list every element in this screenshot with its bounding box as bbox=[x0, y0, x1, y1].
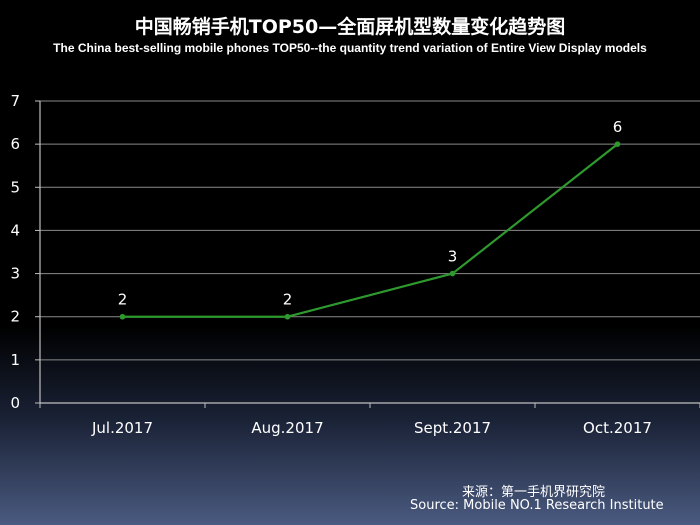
y-tick-label: 6 bbox=[10, 135, 20, 153]
data-label: 2 bbox=[283, 291, 293, 309]
data-labels: 2 2 3 6 bbox=[118, 118, 623, 309]
y-tick-label: 0 bbox=[10, 394, 20, 412]
data-label: 6 bbox=[613, 118, 623, 136]
y-tick-label: 4 bbox=[10, 221, 20, 239]
series-line-path bbox=[122, 143, 619, 318]
x-tick-label: Jul.2017 bbox=[91, 419, 153, 437]
x-tick-label: Sept.2017 bbox=[414, 419, 491, 437]
chart-subtitle: The China best-selling mobile phones TOP… bbox=[53, 41, 647, 55]
data-point bbox=[614, 141, 621, 147]
y-tick-label: 5 bbox=[10, 178, 20, 196]
y-tick-label: 2 bbox=[10, 308, 20, 326]
series-line bbox=[119, 141, 621, 320]
y-tick-label: 3 bbox=[10, 265, 20, 283]
x-tick-labels: Jul.2017 Aug.2017 Sept.2017 Oct.2017 bbox=[91, 419, 652, 437]
source-en: Source: Mobile NO.1 Research Institute bbox=[410, 498, 664, 513]
data-label: 2 bbox=[118, 291, 128, 309]
y-tick-label: 1 bbox=[10, 351, 20, 369]
x-tick-label: Aug.2017 bbox=[251, 419, 323, 437]
data-point bbox=[284, 313, 291, 320]
chart-title: 中国畅销手机TOP50—全面屏机型数量变化趋势图 bbox=[134, 16, 566, 38]
data-label: 3 bbox=[448, 248, 458, 266]
data-point bbox=[119, 313, 126, 320]
y-tick-label: 7 bbox=[10, 92, 20, 110]
axes bbox=[35, 100, 700, 408]
source-cn: 来源：第一手机界研究院 bbox=[462, 485, 606, 500]
x-tick-label: Oct.2017 bbox=[583, 419, 652, 437]
y-tick-labels: 0 1 2 3 4 5 6 7 bbox=[10, 92, 20, 412]
data-point bbox=[449, 270, 456, 277]
grid-lines bbox=[40, 100, 700, 361]
